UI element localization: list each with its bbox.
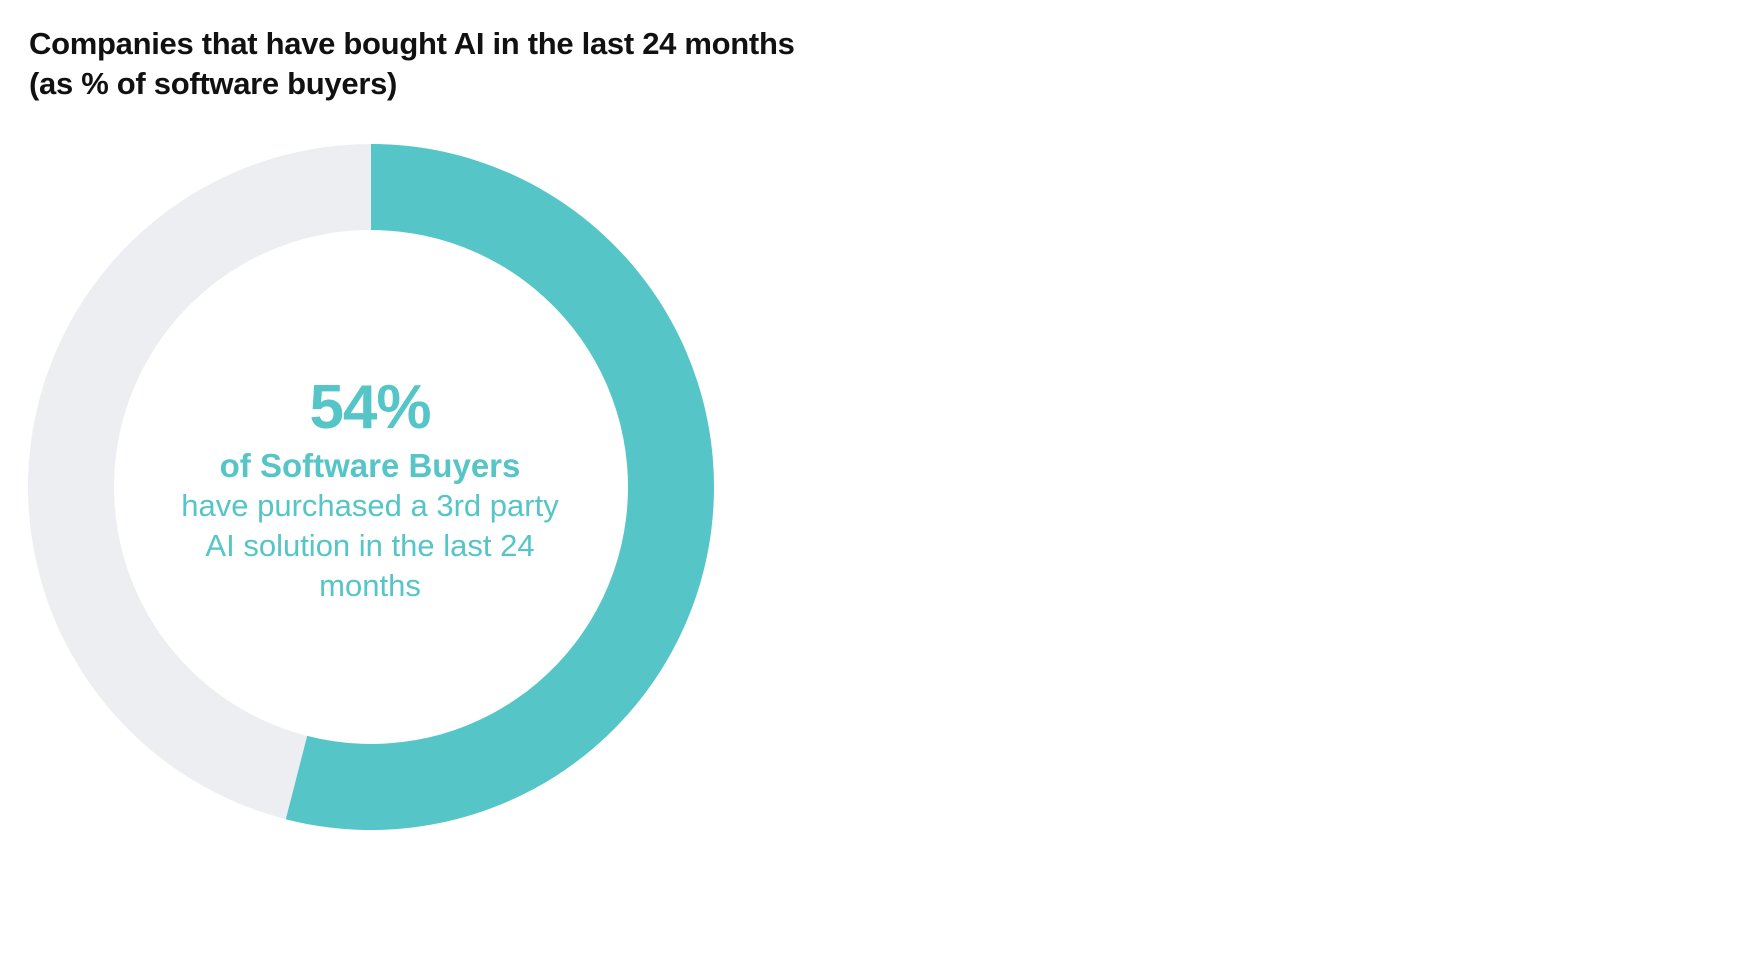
center-label: of Software Buyers: [219, 447, 521, 484]
chart-title: Companies that have bought AI in the las…: [29, 24, 795, 104]
donut-center-text: 54% of Software Buyers have purchased a …: [160, 372, 580, 606]
chart-subtitle: (as % of software buyers): [29, 66, 398, 101]
donut-slice-remainder: [28, 144, 371, 820]
donut-slices: [28, 144, 715, 831]
center-percentage: 54%: [309, 373, 431, 442]
center-description: have purchased a 3rd party AI solution i…: [181, 488, 559, 603]
donut-slice-purchased: [285, 144, 715, 831]
chart-title-line: Companies that have bought AI in the las…: [29, 26, 795, 61]
